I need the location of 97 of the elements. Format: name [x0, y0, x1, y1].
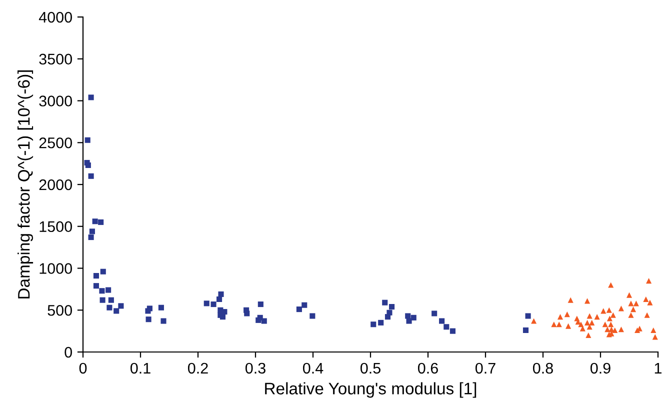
x-tick-label: 0.6: [418, 362, 438, 374]
point: [628, 300, 634, 306]
point: [568, 297, 574, 303]
x-tick-label: 0.5: [360, 362, 380, 374]
point: [378, 320, 384, 326]
point: [89, 228, 95, 234]
y-tick-label: 4000: [38, 12, 72, 23]
point: [88, 94, 94, 100]
point: [626, 292, 632, 298]
y-tick-label: 2000: [39, 179, 72, 190]
point: [98, 219, 104, 225]
x-axis-title: Relative Young's modulus [1]: [265, 382, 476, 398]
point: [302, 302, 308, 308]
point: [525, 313, 531, 319]
point: [220, 314, 226, 320]
point: [606, 307, 612, 313]
point: [628, 312, 634, 318]
x-tick-label: 0: [79, 362, 87, 374]
point: [405, 313, 411, 319]
point: [643, 296, 649, 302]
point: [439, 318, 445, 324]
x-tick-label: 0.9: [590, 362, 610, 374]
point: [92, 218, 98, 224]
point: [118, 303, 124, 309]
point: [261, 318, 267, 324]
point: [310, 313, 316, 319]
point: [564, 312, 570, 318]
x-tick-label: 0.2: [188, 362, 208, 374]
point: [216, 296, 222, 302]
point: [589, 320, 595, 326]
y-axis-title: Damping factor Q^(-1) [10^(-6)]: [18, 70, 34, 298]
x-tick-label: 0.4: [302, 362, 324, 374]
point: [106, 287, 112, 293]
point: [586, 332, 592, 338]
point: [99, 288, 105, 294]
point: [630, 306, 636, 312]
y-tick-label: 500: [48, 304, 72, 316]
point: [296, 306, 302, 312]
y-tick-label: 2500: [39, 137, 72, 148]
point: [258, 301, 264, 308]
point: [650, 327, 656, 334]
point: [158, 304, 164, 310]
point: [647, 300, 653, 306]
point: [210, 301, 216, 308]
point: [406, 318, 412, 324]
point: [618, 326, 624, 332]
point: [244, 310, 250, 316]
point: [146, 306, 152, 312]
point: [388, 304, 395, 310]
point: [450, 328, 456, 334]
x-tick-label: 0.8: [532, 362, 553, 374]
point: [382, 300, 388, 306]
point: [204, 300, 210, 306]
point: [586, 313, 592, 319]
y-tick-label: 0: [64, 346, 72, 358]
x-tick-label: 1: [654, 362, 662, 374]
point: [586, 324, 592, 330]
point: [410, 314, 416, 320]
point: [578, 322, 584, 328]
point: [88, 173, 94, 179]
point: [106, 304, 112, 310]
point: [594, 314, 600, 320]
point: [108, 297, 114, 303]
point: [384, 314, 391, 320]
point: [584, 298, 590, 304]
point: [644, 312, 650, 318]
x-tick-label: 0.3: [245, 362, 266, 374]
point: [610, 312, 616, 318]
point: [370, 322, 376, 328]
point: [444, 324, 450, 330]
x-tick-label: 0.1: [130, 362, 150, 374]
point: [93, 273, 100, 279]
point: [608, 282, 614, 288]
point: [88, 234, 94, 240]
point: [531, 318, 537, 324]
point: [146, 316, 152, 322]
point: [100, 268, 106, 274]
point: [432, 310, 438, 316]
point: [85, 162, 91, 168]
point: [160, 318, 166, 324]
x-tick-label: 0.7: [475, 362, 496, 374]
point: [100, 297, 106, 303]
point: [646, 278, 652, 284]
y-tick-label: 1000: [40, 263, 72, 274]
point: [612, 327, 618, 334]
point: [566, 323, 572, 329]
point: [557, 314, 564, 320]
point: [84, 137, 90, 143]
y-tick-label: 3000: [39, 96, 72, 106]
y-tick-label: 3500: [39, 54, 72, 65]
point: [522, 327, 529, 334]
point: [606, 316, 612, 322]
y-tick-label: 1500: [40, 221, 72, 232]
point: [114, 308, 120, 314]
point: [93, 283, 100, 289]
point: [218, 291, 224, 297]
point: [256, 317, 262, 323]
